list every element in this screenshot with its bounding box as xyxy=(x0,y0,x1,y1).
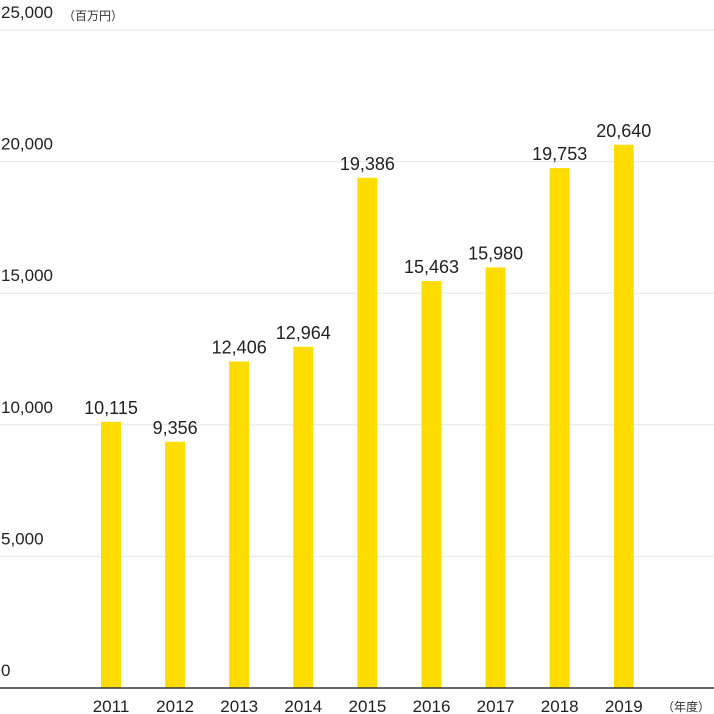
y-tick-label: 15,000 xyxy=(1,266,53,285)
bar xyxy=(165,441,186,688)
bar xyxy=(357,177,378,688)
bar xyxy=(229,361,250,688)
value-labels: 10,115 9,356 12,406 12,964 19,386 15,463 15,98… xyxy=(84,121,651,438)
x-tick-label: 2019 xyxy=(605,697,643,714)
x-axis-ticks: 2011 2012 2013 2014 2015 2016 2017 2018 2019 xyxy=(93,697,643,714)
x-tick-label: 2018 xyxy=(541,697,579,714)
x-tick-label: 2012 xyxy=(156,697,194,714)
y-tick-label: 0 xyxy=(1,661,10,680)
y-tick-label: 20,000 xyxy=(1,135,53,154)
x-tick-label: 2014 xyxy=(284,697,322,714)
bar xyxy=(549,168,570,688)
y-axis-unit: （百万円） xyxy=(63,9,123,23)
bar-value-label: 12,964 xyxy=(276,323,331,343)
y-tick-label: 25,000 xyxy=(1,3,53,22)
x-tick-label: 2017 xyxy=(477,697,515,714)
bar-value-label: 19,753 xyxy=(532,144,587,164)
bar-value-label: 15,463 xyxy=(404,257,459,277)
y-tick-label: 10,000 xyxy=(1,398,53,417)
bar xyxy=(485,267,506,688)
bar-value-label: 19,386 xyxy=(340,154,395,174)
bar-value-label: 9,356 xyxy=(153,418,198,438)
bar-value-label: 15,980 xyxy=(468,243,523,263)
bar-value-label: 12,406 xyxy=(212,337,267,357)
x-axis-unit: （年度） xyxy=(662,699,710,714)
y-axis-ticks: 0 5,000 10,000 15,000 20,000 25,000 xyxy=(1,3,53,680)
bar-value-label: 10,115 xyxy=(84,398,138,418)
y-tick-label: 5,000 xyxy=(1,529,44,548)
bar xyxy=(613,144,634,689)
x-tick-label: 2015 xyxy=(348,697,386,714)
bar-value-label: 20,640 xyxy=(596,121,651,141)
x-tick-label: 2011 xyxy=(93,697,130,714)
x-tick-label: 2016 xyxy=(413,697,451,714)
bar xyxy=(293,346,314,688)
bar xyxy=(101,421,121,688)
bars xyxy=(101,144,634,689)
x-tick-label: 2013 xyxy=(220,697,258,714)
bar xyxy=(421,281,442,688)
